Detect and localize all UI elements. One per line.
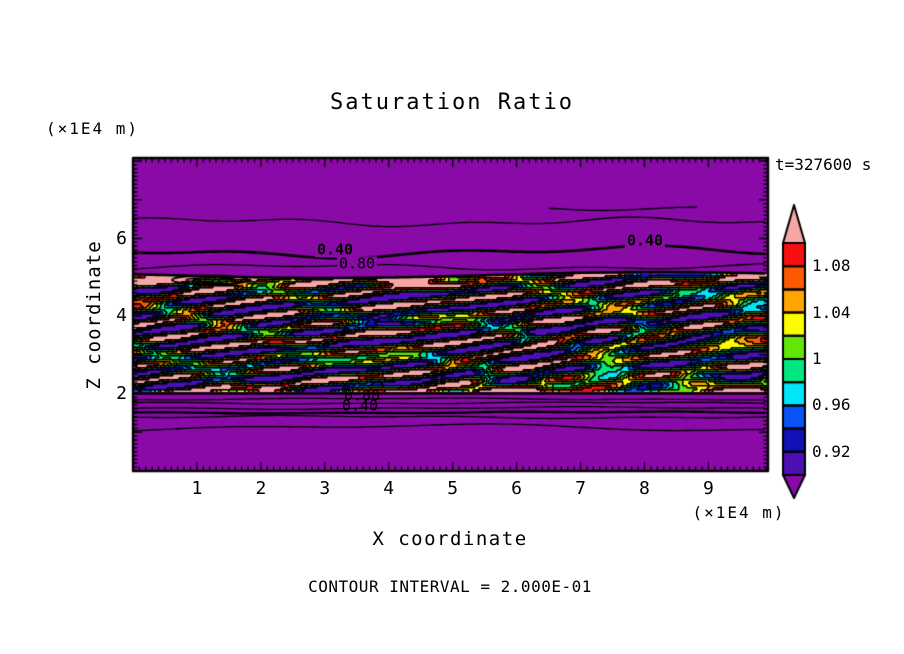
x-tick-label-1: 1	[191, 478, 203, 499]
x-axis-unit-label: (×1E4 m)	[692, 503, 786, 522]
y-axis-unit-label: (×1E4 m)	[46, 119, 140, 138]
x-tick-label-9: 9	[702, 478, 714, 499]
colorbar-label-0.92: 0.92	[812, 441, 851, 461]
colorbar-label-0.96: 0.96	[812, 395, 851, 415]
x-tick-label-2: 2	[255, 478, 267, 499]
x-tick-label-3: 3	[319, 478, 331, 499]
y-tick-label-4: 4	[116, 305, 127, 326]
colorbar-label-1: 1	[812, 349, 822, 368]
x-tick-label-6: 6	[511, 478, 522, 499]
contour-line-label-080-lower: 0.80	[343, 386, 381, 405]
y-axis-title: Z coordinate	[83, 240, 105, 390]
plot-title: Saturation Ratio	[330, 90, 574, 115]
contour-line-label-040-upper: 0.40	[314, 240, 356, 259]
colorbar-label-1.04: 1.04	[812, 302, 851, 322]
x-tick-label-5: 5	[447, 478, 459, 499]
y-tick-label-6: 6	[116, 227, 127, 249]
contour-interval-note: CONTOUR INTERVAL = 2.000E-01	[308, 577, 592, 596]
x-tick-label-8: 8	[639, 478, 650, 499]
colorbar-label-1.08: 1.08	[812, 256, 851, 276]
x-tick-label-4: 4	[383, 478, 395, 499]
x-tick-label-7: 7	[575, 478, 586, 499]
x-axis-title: X coordinate	[372, 528, 528, 550]
y-tick-label-2: 2	[116, 382, 127, 404]
timestamp-label: t=327600 s	[775, 155, 872, 174]
contour-line-label-040-lower: 0.40	[341, 396, 379, 415]
contour-line-label-040-right: 0.40	[624, 231, 666, 250]
contour-line-label-080-upper: 0.80	[336, 254, 378, 273]
